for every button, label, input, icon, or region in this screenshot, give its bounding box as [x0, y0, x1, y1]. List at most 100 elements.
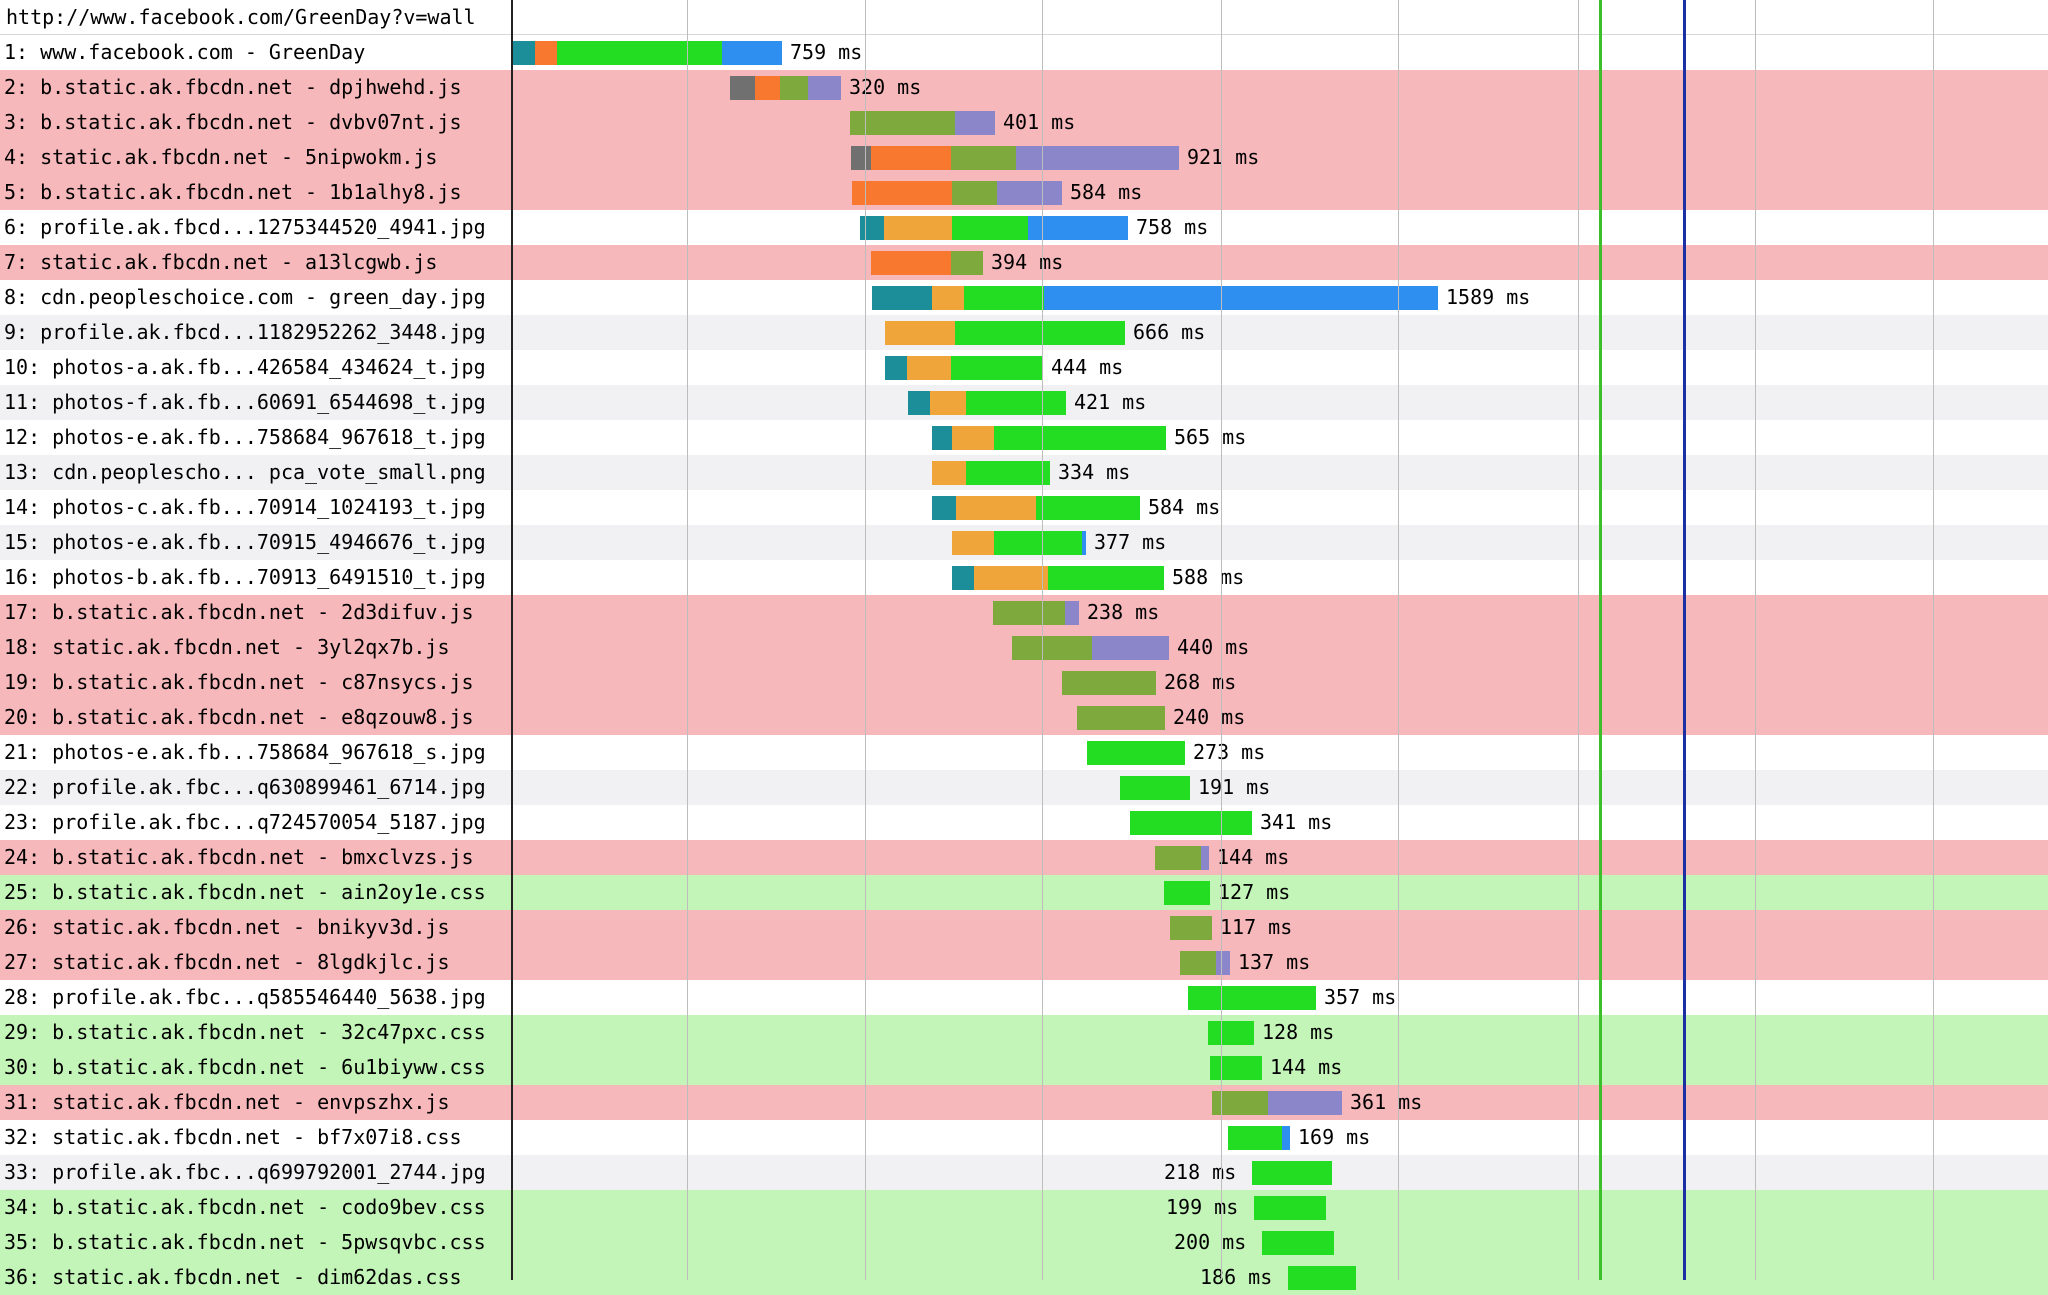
request-row[interactable]: 13: cdn.peoplescho... pca_vote_small.png…	[0, 455, 2048, 490]
timing-segment-js_download	[1092, 636, 1169, 660]
request-row[interactable]: 31: static.ak.fbcdn.net - envpszhx.js 361…	[0, 1085, 2048, 1120]
timing-segment-connect	[755, 76, 780, 100]
request-row[interactable]: 2: b.static.ak.fbcdn.net - dpjhwehd.js 32…	[0, 70, 2048, 105]
request-row[interactable]: 18: static.ak.fbcdn.net - 3yl2qx7b.js 440…	[0, 630, 2048, 665]
request-duration: 588 ms	[1172, 565, 1245, 589]
request-row[interactable]: 23: profile.ak.fbc...q724570054_5187.jpg…	[0, 805, 2048, 840]
request-row[interactable]: 26: static.ak.fbcdn.net - bnikyv3d.js 117…	[0, 910, 2048, 945]
request-row[interactable]: 30: b.static.ak.fbcdn.net - 6u1biyww.css…	[0, 1050, 2048, 1085]
request-row[interactable]: 36: static.ak.fbcdn.net - dim62das.css 18…	[0, 1260, 2048, 1295]
request-row[interactable]: 5: b.static.ak.fbcdn.net - 1b1alhy8.js 58…	[0, 175, 2048, 210]
request-label: 35: b.static.ak.fbcdn.net - 5pwsqvbc.css	[4, 1230, 486, 1254]
timing-bar	[1212, 1091, 1342, 1115]
request-row[interactable]: 12: photos-e.ak.fb...758684_967618_t.jpg…	[0, 420, 2048, 455]
request-row[interactable]: 15: photos-e.ak.fb...70915_4946676_t.jpg…	[0, 525, 2048, 560]
request-row[interactable]: 20: b.static.ak.fbcdn.net - e8qzouw8.js 2…	[0, 700, 2048, 735]
request-row[interactable]: 24: b.static.ak.fbcdn.net - bmxclvzs.js 1…	[0, 840, 2048, 875]
timing-bar	[952, 531, 1086, 555]
request-row[interactable]: 34: b.static.ak.fbcdn.net - codo9bev.css…	[0, 1190, 2048, 1225]
request-label: 15: photos-e.ak.fb...70915_4946676_t.jpg	[4, 530, 486, 554]
timing-bar	[1120, 776, 1190, 800]
request-row[interactable]: 14: photos-c.ak.fb...70914_1024193_t.jpg…	[0, 490, 2048, 525]
timing-segment-ssl	[884, 216, 952, 240]
request-row[interactable]: 22: profile.ak.fbc...q630899461_6714.jpg…	[0, 770, 2048, 805]
timing-segment-wait	[1036, 496, 1140, 520]
request-duration: 191 ms	[1198, 775, 1271, 799]
timing-bar	[1164, 881, 1210, 905]
request-label: 18: static.ak.fbcdn.net - 3yl2qx7b.js	[4, 635, 450, 659]
timing-segment-download	[1082, 531, 1086, 555]
timing-segment-js_wait	[993, 601, 1065, 625]
timing-segment-wait	[1262, 1231, 1334, 1255]
request-row[interactable]: 35: b.static.ak.fbcdn.net - 5pwsqvbc.css…	[0, 1225, 2048, 1260]
request-row[interactable]: 33: profile.ak.fbc...q699792001_2744.jpg…	[0, 1155, 2048, 1190]
timing-segment-js_download	[955, 111, 995, 135]
timing-segment-js_wait	[1012, 636, 1092, 660]
timing-bar	[993, 601, 1079, 625]
request-label: 8: cdn.peopleschoice.com - green_day.jpg	[4, 285, 486, 309]
request-label: 29: b.static.ak.fbcdn.net - 32c47pxc.css	[4, 1020, 486, 1044]
request-row[interactable]: 25: b.static.ak.fbcdn.net - ain2oy1e.css…	[0, 875, 2048, 910]
request-row[interactable]: 10: photos-a.ak.fb...426584_434624_t.jpg…	[0, 350, 2048, 385]
request-row[interactable]: 28: profile.ak.fbc...q585546440_5638.jpg…	[0, 980, 2048, 1015]
request-row[interactable]: 16: photos-b.ak.fb...70913_6491510_t.jpg…	[0, 560, 2048, 595]
timing-segment-js_download	[1065, 601, 1079, 625]
start-render-marker	[1599, 0, 1602, 1280]
request-row[interactable]: 3: b.static.ak.fbcdn.net - dvbv07nt.js 40…	[0, 105, 2048, 140]
timing-bar	[885, 321, 1125, 345]
request-row[interactable]: 29: b.static.ak.fbcdn.net - 32c47pxc.css…	[0, 1015, 2048, 1050]
request-label: 12: photos-e.ak.fb...758684_967618_t.jpg	[4, 425, 486, 449]
timing-segment-wait	[1210, 1056, 1262, 1080]
request-duration: 218 ms	[1164, 1160, 1237, 1184]
request-label: 7: static.ak.fbcdn.net - a13lcgwb.js	[4, 250, 438, 274]
request-label: 26: static.ak.fbcdn.net - bnikyv3d.js	[4, 915, 450, 939]
request-row[interactable]: 8: cdn.peopleschoice.com - green_day.jpg…	[0, 280, 2048, 315]
request-row[interactable]: 21: photos-e.ak.fb...758684_967618_s.jpg…	[0, 735, 2048, 770]
request-row[interactable]: 27: static.ak.fbcdn.net - 8lgdkjlc.js 137…	[0, 945, 2048, 980]
request-label: 28: profile.ak.fbc...q585546440_5638.jpg	[4, 985, 486, 1009]
timing-segment-js_wait	[850, 111, 955, 135]
timing-segment-wait	[952, 216, 1028, 240]
request-duration: 200 ms	[1174, 1230, 1247, 1254]
timing-segment-wait	[951, 356, 1043, 380]
request-row[interactable]: 6: profile.ak.fbcd...1275344520_4941.jpg…	[0, 210, 2048, 245]
request-row[interactable]: 7: static.ak.fbcdn.net - a13lcgwb.js 394 …	[0, 245, 2048, 280]
timing-segment-connect	[852, 181, 952, 205]
timing-segment-dns	[932, 426, 952, 450]
document-complete-marker	[1683, 0, 1686, 1280]
gridline-1	[687, 0, 688, 1280]
request-duration: 759 ms	[790, 40, 863, 64]
request-row[interactable]: 11: photos-f.ak.fb...60691_6544698_t.jpg…	[0, 385, 2048, 420]
timing-segment-gray	[730, 76, 755, 100]
request-row[interactable]: 4: static.ak.fbcdn.net - 5nipwokm.js 921 …	[0, 140, 2048, 175]
request-label: 5: b.static.ak.fbcdn.net - 1b1alhy8.js	[4, 180, 462, 204]
request-row[interactable]: 1: www.facebook.com - GreenDay 759 ms	[0, 35, 2048, 70]
request-duration: 444 ms	[1051, 355, 1124, 379]
timing-bar	[1130, 811, 1252, 835]
timing-segment-dns	[932, 496, 956, 520]
timing-segment-wait	[1228, 1126, 1282, 1150]
timing-bar	[1208, 1021, 1254, 1045]
request-duration: 361 ms	[1350, 1090, 1423, 1114]
request-duration: 268 ms	[1164, 670, 1237, 694]
request-duration: 921 ms	[1187, 145, 1260, 169]
timing-segment-js_download	[997, 181, 1062, 205]
request-label: 2: b.static.ak.fbcdn.net - dpjhwehd.js	[4, 75, 462, 99]
timing-segment-download	[1282, 1126, 1290, 1150]
timing-segment-ssl	[952, 426, 994, 450]
request-label: 23: profile.ak.fbc...q724570054_5187.jpg	[4, 810, 486, 834]
timing-bar	[871, 251, 983, 275]
page-url[interactable]: http://www.facebook.com/GreenDay?v=wall	[6, 5, 476, 29]
request-row[interactable]: 9: profile.ak.fbcd...1182952262_3448.jpg…	[0, 315, 2048, 350]
request-duration: 273 ms	[1193, 740, 1266, 764]
request-duration: 128 ms	[1262, 1020, 1335, 1044]
timing-segment-wait	[966, 461, 1050, 485]
request-row[interactable]: 17: b.static.ak.fbcdn.net - 2d3difuv.js 2…	[0, 595, 2048, 630]
timing-segment-ssl	[956, 496, 1036, 520]
gridline-7	[1755, 0, 1756, 1280]
timing-bar	[932, 461, 1050, 485]
request-row[interactable]: 19: b.static.ak.fbcdn.net - c87nsycs.js 2…	[0, 665, 2048, 700]
timing-segment-gray	[851, 146, 871, 170]
request-row[interactable]: 32: static.ak.fbcdn.net - bf7x07i8.css 16…	[0, 1120, 2048, 1155]
timing-bar	[872, 286, 1438, 310]
